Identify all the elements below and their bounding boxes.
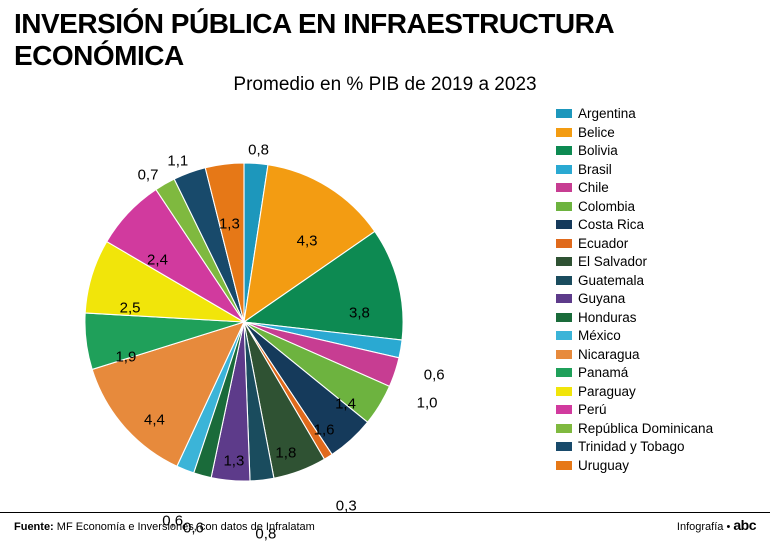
legend-swatch	[556, 368, 572, 377]
legend-label: Argentina	[578, 106, 636, 121]
slice-value-label: 1,3	[219, 215, 240, 232]
legend-item: Perú	[556, 402, 746, 417]
legend-swatch	[556, 146, 572, 155]
pie-chart: 0,84,33,80,61,01,41,60,31,80,81,30,60,64…	[44, 102, 444, 522]
legend-label: Belice	[578, 125, 615, 140]
legend-swatch	[556, 276, 572, 285]
legend-swatch	[556, 387, 572, 396]
footer: Fuente: MF Economía e Inversiones, con d…	[0, 512, 770, 539]
legend-label: República Dominicana	[578, 421, 713, 436]
legend-item: República Dominicana	[556, 421, 746, 436]
slice-value-label: 1,6	[314, 422, 335, 439]
legend-swatch	[556, 424, 572, 433]
legend-item: Honduras	[556, 310, 746, 325]
slice-value-label: 4,3	[297, 233, 318, 250]
legend-swatch	[556, 461, 572, 470]
legend-label: El Salvador	[578, 254, 647, 269]
credit-logo: abc	[733, 517, 756, 533]
slice-value-label: 2,5	[120, 299, 141, 316]
legend-item: Belice	[556, 125, 746, 140]
legend-swatch	[556, 183, 572, 192]
chart-area: 0,84,33,80,61,01,41,60,31,80,81,30,60,64…	[14, 102, 756, 522]
legend-item: Paraguay	[556, 384, 746, 399]
legend-swatch	[556, 257, 572, 266]
slice-value-label: 0,8	[248, 141, 269, 158]
legend-item: Uruguay	[556, 458, 746, 473]
legend-label: Guatemala	[578, 273, 644, 288]
legend-swatch	[556, 128, 572, 137]
legend-swatch	[556, 239, 572, 248]
slice-value-label: 1,1	[167, 152, 188, 169]
legend-label: Ecuador	[578, 236, 628, 251]
slice-value-label: 4,4	[144, 412, 165, 429]
legend-item: Guatemala	[556, 273, 746, 288]
legend-swatch	[556, 109, 572, 118]
legend-item: Trinidad y Tobago	[556, 439, 746, 454]
slice-value-label: 2,4	[147, 252, 168, 269]
credit-line: Infografía • abc	[677, 517, 756, 533]
slice-value-label: 1,3	[223, 452, 244, 469]
legend-label: Chile	[578, 180, 609, 195]
legend-swatch	[556, 405, 572, 414]
source-prefix: Fuente:	[14, 521, 54, 533]
legend-label: Paraguay	[578, 384, 636, 399]
legend-item: Costa Rica	[556, 217, 746, 232]
slice-value-label: 3,8	[349, 305, 370, 322]
chart-subtitle: Promedio en % PIB de 2019 a 2023	[14, 74, 756, 96]
slice-value-label: 0,6	[424, 366, 445, 383]
source-text: MF Economía e Inversiones, con datos de …	[57, 521, 315, 533]
legend-label: Bolivia	[578, 143, 618, 158]
legend-item: Nicaragua	[556, 347, 746, 362]
slice-value-label: 0,7	[138, 166, 159, 183]
legend-label: Brasil	[578, 162, 612, 177]
legend-swatch	[556, 313, 572, 322]
legend-swatch	[556, 294, 572, 303]
legend: Argentina Belice Bolivia Brasil Chile Colombi…	[556, 106, 746, 476]
credit-prefix: Infografía •	[677, 521, 730, 533]
legend-label: Perú	[578, 402, 607, 417]
legend-item: El Salvador	[556, 254, 746, 269]
legend-label: Nicaragua	[578, 347, 640, 362]
legend-label: Costa Rica	[578, 217, 644, 232]
legend-swatch	[556, 220, 572, 229]
slice-value-label: 1,8	[275, 445, 296, 462]
slice-value-label: 1,4	[335, 396, 356, 413]
legend-label: México	[578, 328, 621, 343]
chart-title: INVERSIÓN PÚBLICA EN INFRAESTRUCTURA ECO…	[14, 8, 756, 72]
legend-label: Panamá	[578, 365, 628, 380]
legend-swatch	[556, 165, 572, 174]
legend-item: México	[556, 328, 746, 343]
legend-label: Trinidad y Tobago	[578, 439, 685, 454]
legend-swatch	[556, 350, 572, 359]
legend-item: Argentina	[556, 106, 746, 121]
legend-swatch	[556, 442, 572, 451]
legend-label: Honduras	[578, 310, 637, 325]
slice-value-label: 1,9	[115, 348, 136, 365]
legend-item: Guyana	[556, 291, 746, 306]
legend-item: Brasil	[556, 162, 746, 177]
legend-item: Ecuador	[556, 236, 746, 251]
legend-swatch	[556, 331, 572, 340]
slice-value-label: 1,0	[417, 395, 438, 412]
legend-item: Chile	[556, 180, 746, 195]
source-line: Fuente: MF Economía e Inversiones, con d…	[14, 521, 315, 533]
legend-item: Colombia	[556, 199, 746, 214]
legend-item: Bolivia	[556, 143, 746, 158]
legend-label: Colombia	[578, 199, 635, 214]
legend-label: Guyana	[578, 291, 625, 306]
legend-swatch	[556, 202, 572, 211]
legend-item: Panamá	[556, 365, 746, 380]
legend-label: Uruguay	[578, 458, 629, 473]
